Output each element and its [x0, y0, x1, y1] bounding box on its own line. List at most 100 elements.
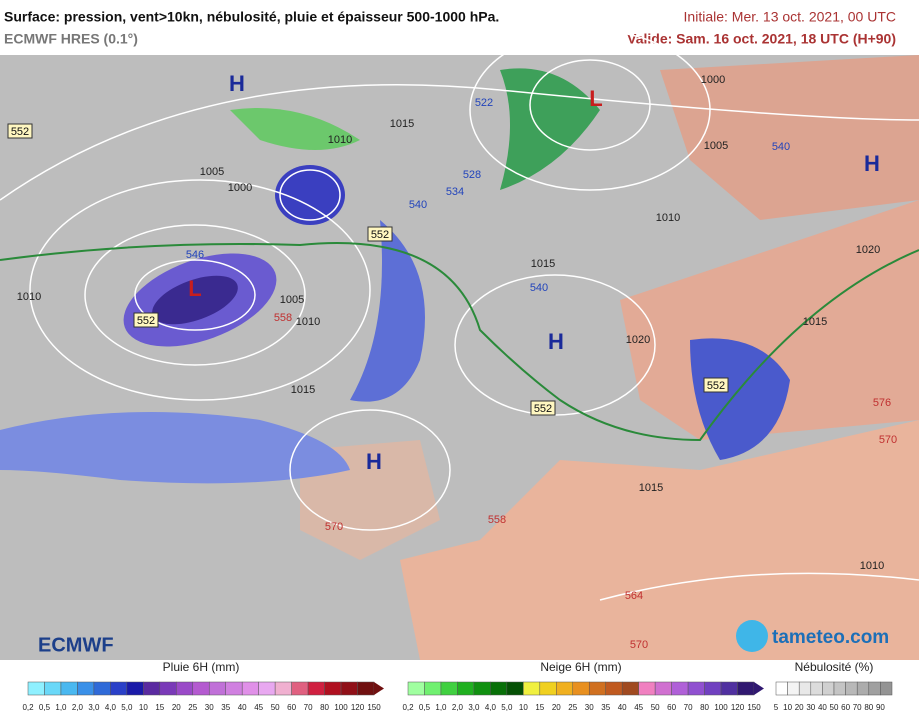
legend-swatch: [93, 681, 111, 696]
legend-label: 35: [601, 703, 610, 712]
pressure-center: H: [548, 329, 564, 354]
thickness-label: 540: [772, 141, 790, 153]
legend-swatch: [833, 681, 846, 696]
isobar-label: 1010: [328, 134, 352, 146]
legend-label: 3,0: [468, 703, 480, 712]
legend-swatch: [440, 681, 458, 696]
legend-swatch: [340, 681, 358, 696]
legend-label: 150: [747, 703, 761, 712]
legend-label: 1,0: [55, 703, 67, 712]
legend-label: 70: [304, 703, 313, 712]
rain-band: [350, 220, 425, 402]
legend-label: 25: [188, 703, 197, 712]
thickness-label: 528: [463, 169, 481, 181]
legend-label: 40: [818, 703, 827, 712]
legend-swatch: [291, 681, 309, 696]
thickness-label: 534: [446, 186, 464, 198]
legend-title: Nébulosité (%): [795, 660, 874, 674]
pressure-center: H: [229, 71, 245, 96]
legend-swatch: [143, 681, 161, 696]
legend-label: 90: [876, 703, 885, 712]
thickness-box-label: 552: [137, 315, 155, 327]
legend-swatch: [27, 681, 45, 696]
model: ECMWF HRES (0.1°): [4, 31, 138, 47]
thickness-label: 546: [186, 249, 204, 261]
legend-label: 2,0: [452, 703, 464, 712]
thickness-box: [703, 377, 729, 393]
legend-arrow: [374, 682, 384, 695]
legend-swatch: [856, 681, 870, 696]
isobar-label: 1015: [291, 384, 315, 396]
legend-swatch: [457, 681, 475, 696]
rain-band: [0, 412, 350, 484]
legend-label: 0,5: [39, 703, 51, 712]
legend-label: 60: [287, 703, 296, 712]
legend-swatch: [473, 681, 491, 696]
legend-swatch: [407, 681, 425, 696]
thickness-box-label: 552: [534, 403, 552, 415]
legend-label: 150: [367, 703, 381, 712]
legend-swatch: [357, 681, 375, 696]
legend-swatch: [572, 681, 590, 696]
legend-swatch: [638, 681, 656, 696]
legend-swatch: [258, 681, 276, 696]
legend-label: 20: [795, 703, 804, 712]
rain-band: [275, 165, 345, 225]
legend-swatch: [775, 681, 788, 696]
isobar-label: 1010: [656, 212, 680, 224]
legend-swatch: [274, 681, 292, 696]
isobar-label: 1000: [228, 182, 252, 194]
pressure-center: L: [589, 86, 602, 111]
land-africa: [400, 420, 919, 660]
pressure-center: H: [864, 151, 880, 176]
legend-swatch: [671, 681, 689, 696]
legend-label: 70: [853, 703, 862, 712]
legend-label: 120: [351, 703, 365, 712]
title: Surface: pression, vent>10kn, nébulosité…: [4, 9, 499, 25]
legend-swatch: [324, 681, 342, 696]
thickness-label: 576: [873, 397, 891, 409]
legend-label: 10: [783, 703, 792, 712]
thickness-label: 522: [475, 97, 493, 109]
legend-swatch: [654, 681, 672, 696]
legend-swatch: [159, 681, 177, 696]
legend-swatch: [810, 681, 823, 696]
tameteo-logo: tameteo.com: [772, 627, 889, 648]
legend-label: 50: [830, 703, 839, 712]
snow-area: [500, 68, 600, 190]
legend-swatch: [720, 681, 738, 696]
legend-swatch: [225, 681, 243, 696]
land-russia: [660, 55, 919, 220]
legend-swatch: [424, 681, 442, 696]
legend-label: 80: [864, 703, 873, 712]
tameteo-icon: [736, 620, 768, 652]
legend-swatch: [880, 681, 893, 696]
legend-label: 50: [651, 703, 660, 712]
thickness-box-label: 552: [707, 380, 725, 392]
valid-time: Valide: Sam. 16 oct. 2021, 18 UTC (H+90): [627, 31, 896, 47]
legend-label: 70: [684, 703, 693, 712]
legend-label: 45: [634, 703, 643, 712]
isobar-label: 1005: [280, 294, 304, 306]
legend-swatch: [868, 681, 881, 696]
legend-label: 100: [714, 703, 728, 712]
isobars: [0, 29, 919, 601]
thickness-label: 570: [325, 521, 343, 533]
legend-label: 5,0: [501, 703, 513, 712]
legend-swatch: [192, 681, 210, 696]
thickness-label: 558: [274, 312, 292, 324]
thickness-label: 570: [879, 434, 897, 446]
legend-label: 15: [535, 703, 544, 712]
legend-swatch: [490, 681, 508, 696]
thickness-label: 540: [530, 282, 548, 294]
legend-label: 0,5: [419, 703, 431, 712]
legend-label: 80: [320, 703, 329, 712]
legend-swatch: [77, 681, 95, 696]
legend-swatch: [110, 681, 128, 696]
legend-label: 10: [139, 703, 148, 712]
legend-label: 2,0: [72, 703, 84, 712]
legend-label: 30: [585, 703, 594, 712]
pressure-center: L: [188, 276, 201, 301]
legend-swatch: [506, 681, 524, 696]
